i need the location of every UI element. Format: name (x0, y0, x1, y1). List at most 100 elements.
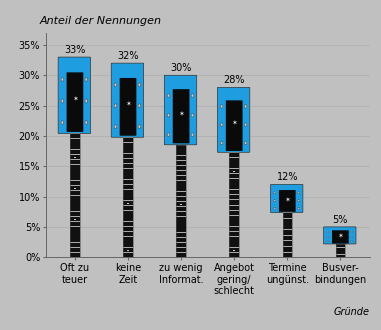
Bar (70, 201, 80, 206)
Ellipse shape (221, 141, 223, 145)
Ellipse shape (61, 120, 64, 125)
Bar (176, 191, 186, 196)
Bar (70, 170, 80, 175)
Text: Gründe: Gründe (334, 307, 370, 317)
Bar (176, 232, 186, 233)
Bar (229, 226, 239, 227)
Ellipse shape (244, 141, 247, 145)
Bar (70, 134, 80, 139)
Text: 32%: 32% (117, 51, 139, 61)
Bar (229, 163, 239, 168)
Bar (229, 227, 239, 231)
Ellipse shape (327, 241, 329, 242)
Bar (229, 206, 239, 210)
Bar (123, 148, 133, 153)
Ellipse shape (245, 124, 247, 126)
Bar (176, 202, 186, 206)
Ellipse shape (139, 105, 140, 107)
Bar (176, 185, 186, 186)
Text: Anteil der Nennungen: Anteil der Nennungen (39, 16, 161, 26)
Bar (336, 244, 345, 247)
Bar (70, 196, 80, 201)
Ellipse shape (191, 113, 194, 117)
Bar (176, 211, 186, 212)
Bar (123, 163, 133, 164)
Bar (123, 153, 133, 158)
Ellipse shape (167, 94, 170, 98)
Text: 33%: 33% (64, 45, 86, 55)
Ellipse shape (139, 83, 140, 86)
Ellipse shape (62, 121, 63, 124)
Bar (176, 253, 186, 257)
FancyBboxPatch shape (164, 75, 197, 145)
Text: ✶: ✶ (125, 101, 131, 107)
Bar (123, 226, 133, 227)
Bar (176, 181, 186, 185)
FancyBboxPatch shape (120, 78, 136, 136)
Bar (70, 238, 80, 242)
Bar (70, 243, 80, 247)
Bar (70, 221, 80, 222)
Text: 30%: 30% (170, 63, 192, 73)
Bar (123, 205, 133, 206)
Bar (70, 149, 80, 154)
Bar (282, 247, 292, 252)
Bar (123, 137, 133, 257)
Bar (123, 185, 133, 189)
Bar (229, 232, 239, 236)
Bar (123, 201, 133, 205)
Ellipse shape (221, 142, 223, 144)
Bar (70, 212, 80, 216)
Bar (229, 220, 239, 221)
Bar (123, 142, 133, 143)
Ellipse shape (298, 200, 300, 201)
Ellipse shape (245, 105, 247, 108)
Bar (229, 231, 239, 232)
Bar (176, 243, 186, 247)
Ellipse shape (221, 124, 223, 126)
Bar (176, 145, 186, 150)
Bar (123, 164, 133, 168)
Ellipse shape (115, 105, 116, 107)
Bar (282, 236, 292, 241)
Bar (229, 174, 239, 179)
Ellipse shape (298, 192, 300, 193)
Bar (176, 196, 186, 197)
Bar (282, 230, 292, 235)
Bar (123, 184, 133, 185)
Bar (70, 159, 80, 160)
Bar (123, 237, 133, 242)
Bar (229, 216, 239, 220)
Bar (336, 248, 345, 250)
Ellipse shape (274, 200, 275, 201)
Bar (229, 200, 239, 205)
Bar (282, 212, 292, 257)
Bar (123, 169, 133, 174)
Ellipse shape (351, 236, 352, 237)
Bar (70, 222, 80, 226)
Bar (70, 242, 80, 243)
Bar (176, 252, 186, 253)
FancyBboxPatch shape (279, 190, 296, 212)
Bar (229, 173, 239, 174)
Bar (123, 247, 133, 248)
Ellipse shape (114, 125, 117, 129)
Bar (123, 137, 133, 138)
FancyBboxPatch shape (323, 227, 356, 244)
Bar (70, 211, 80, 212)
Bar (123, 168, 133, 169)
Bar (70, 185, 80, 186)
Bar (123, 143, 133, 148)
Ellipse shape (85, 121, 87, 124)
Bar (229, 253, 239, 257)
Text: ✶: ✶ (231, 120, 237, 126)
Bar (123, 253, 133, 257)
Bar (123, 180, 133, 184)
Bar (123, 210, 133, 211)
Ellipse shape (85, 100, 87, 102)
FancyBboxPatch shape (271, 184, 303, 213)
Bar (282, 241, 292, 246)
Text: ✶: ✶ (338, 233, 343, 239)
Bar (282, 223, 292, 224)
Ellipse shape (327, 236, 329, 237)
